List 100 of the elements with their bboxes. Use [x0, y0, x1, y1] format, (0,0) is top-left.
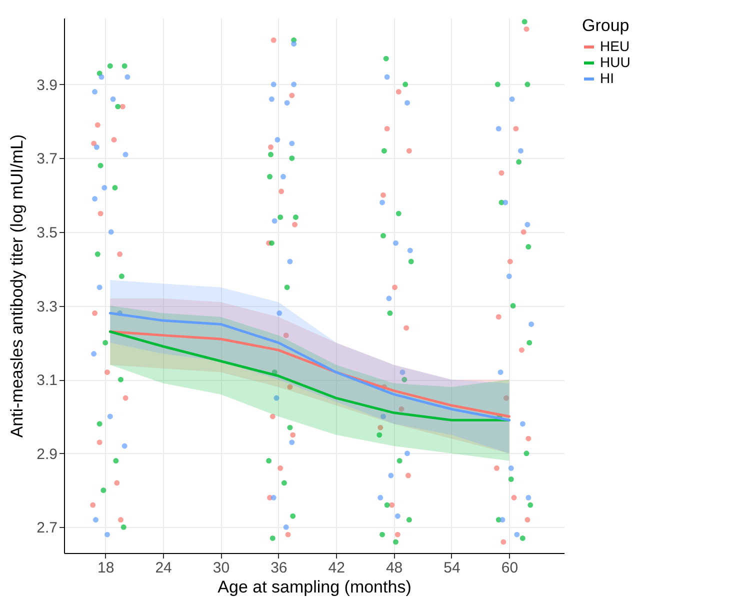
point	[528, 502, 534, 508]
point	[526, 340, 532, 346]
point	[270, 494, 276, 500]
point	[120, 104, 126, 110]
point	[110, 96, 116, 102]
point	[380, 200, 386, 206]
point	[404, 450, 410, 456]
point	[498, 369, 504, 375]
point	[378, 424, 384, 430]
point	[108, 229, 114, 235]
legend-label: HUU	[600, 54, 630, 70]
point	[98, 162, 104, 168]
point	[287, 384, 293, 390]
point	[96, 284, 102, 290]
x-tick-label: 48	[386, 560, 403, 576]
point	[508, 476, 514, 482]
point	[104, 532, 110, 538]
point	[500, 539, 506, 545]
point	[117, 251, 123, 257]
y-tick-label: 3.9	[36, 76, 58, 94]
point	[274, 137, 280, 142]
point	[285, 532, 291, 538]
point	[494, 465, 500, 471]
point	[267, 174, 273, 180]
point	[388, 472, 394, 478]
point	[278, 188, 284, 194]
point	[526, 244, 532, 250]
point	[494, 82, 500, 88]
point	[92, 196, 98, 202]
point	[500, 517, 506, 523]
point	[406, 148, 412, 154]
point	[270, 37, 276, 43]
point	[528, 322, 534, 327]
point	[394, 513, 400, 519]
point	[408, 258, 414, 264]
point	[396, 89, 402, 95]
point	[510, 303, 516, 309]
point	[270, 82, 276, 88]
point	[376, 432, 382, 438]
point	[120, 524, 126, 530]
point	[280, 174, 286, 180]
point	[526, 494, 532, 500]
point	[96, 421, 102, 427]
x-tick-label: 36	[270, 560, 288, 576]
y-tick-label: 2.9	[36, 446, 58, 463]
point	[392, 539, 398, 545]
x-tick-label: 54	[444, 560, 460, 576]
point	[502, 200, 508, 206]
legend-label: HEU	[600, 38, 630, 54]
point	[290, 513, 296, 519]
point	[524, 222, 530, 228]
point	[289, 155, 295, 161]
point	[283, 524, 289, 530]
point	[508, 465, 514, 471]
x-tick-label: 24	[155, 560, 172, 576]
x-axis-title: Age at sampling (months)	[218, 578, 412, 596]
point	[268, 144, 274, 150]
point	[496, 126, 502, 132]
point	[292, 214, 298, 220]
point	[107, 63, 113, 69]
point	[386, 296, 392, 302]
point	[378, 494, 384, 500]
point	[516, 159, 522, 165]
point	[102, 340, 108, 346]
point	[509, 96, 515, 102]
point	[270, 414, 276, 420]
point	[396, 458, 402, 464]
point	[266, 458, 272, 464]
point	[387, 310, 393, 316]
point	[498, 170, 504, 176]
point	[404, 325, 410, 331]
point	[389, 502, 395, 508]
point	[94, 122, 100, 128]
point	[289, 92, 295, 98]
point	[287, 258, 293, 264]
point	[118, 274, 124, 280]
x-tick-label: 30	[212, 560, 230, 576]
point	[524, 450, 530, 456]
point	[272, 218, 278, 224]
point	[92, 517, 98, 523]
point	[290, 432, 296, 438]
point	[276, 310, 282, 316]
point	[524, 517, 530, 523]
point	[511, 494, 517, 500]
point	[268, 240, 274, 246]
point	[396, 210, 402, 216]
point	[122, 152, 128, 158]
point	[283, 332, 289, 338]
point	[520, 229, 526, 235]
y-tick-label: 3.1	[36, 372, 58, 390]
point	[114, 480, 120, 486]
point	[270, 536, 276, 541]
point	[507, 258, 513, 264]
point	[522, 18, 528, 24]
point	[398, 406, 404, 412]
point	[289, 440, 295, 446]
point	[122, 63, 128, 69]
point	[94, 144, 100, 150]
point	[404, 100, 410, 106]
point	[98, 210, 104, 216]
